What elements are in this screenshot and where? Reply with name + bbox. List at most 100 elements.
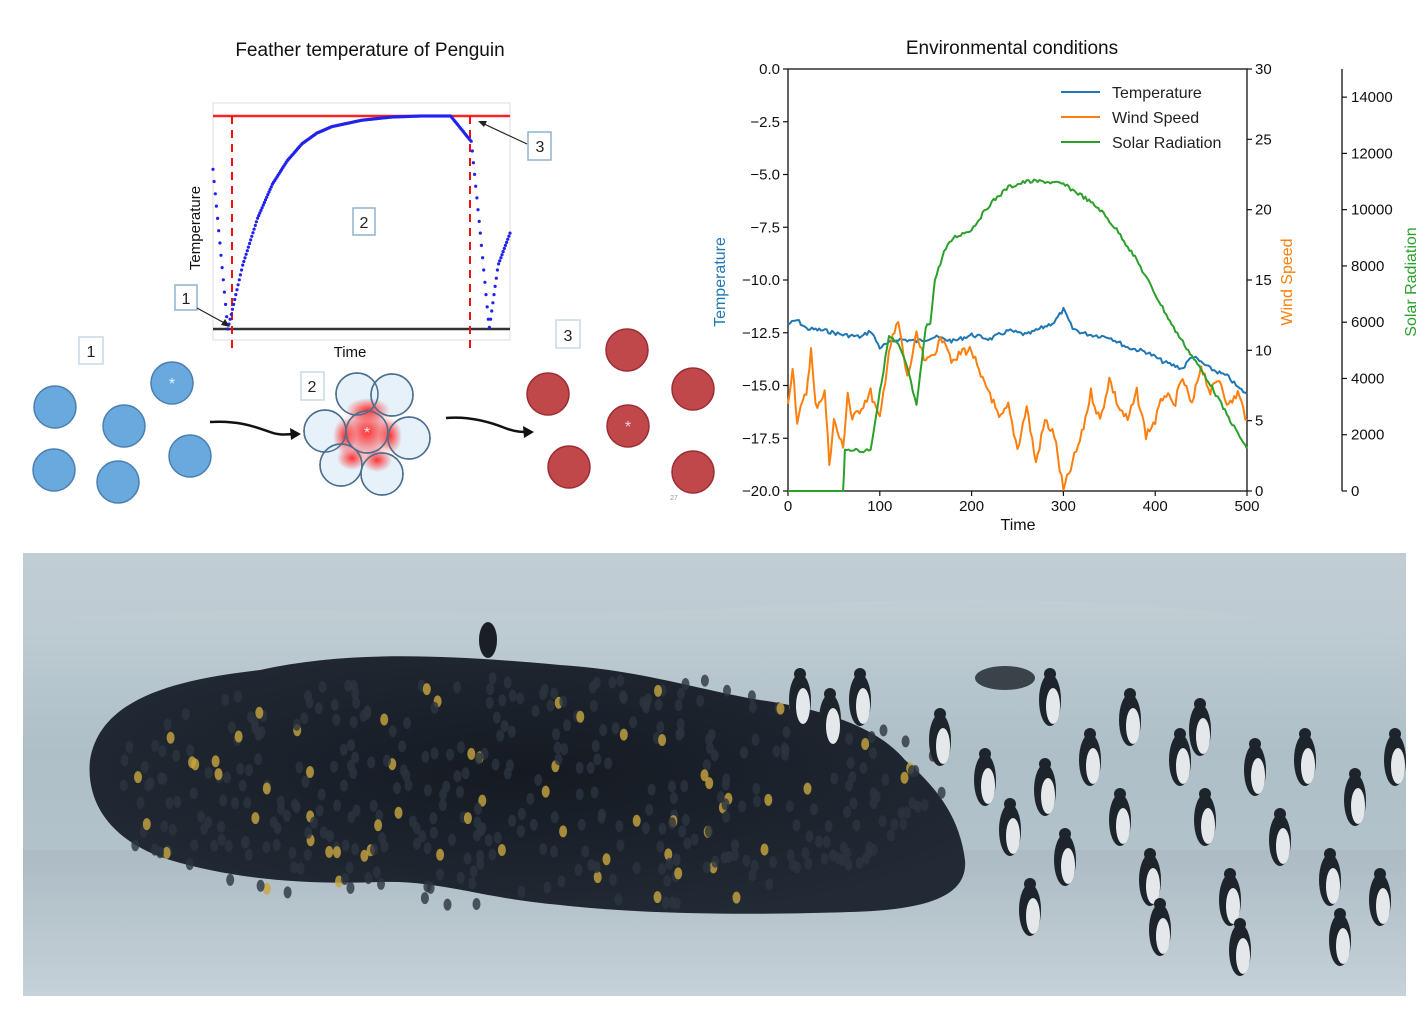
- feather-curve-point: [218, 241, 222, 245]
- huddled-penguin: [543, 881, 552, 894]
- huddled-penguin: [844, 858, 853, 871]
- huddled-penguin: [575, 761, 584, 774]
- huddled-penguin: [769, 856, 777, 869]
- huddled-penguin: [197, 810, 206, 823]
- huddled-penguin: [764, 793, 773, 806]
- huddled-penguin: [516, 825, 525, 838]
- standing-penguin: [1229, 918, 1251, 976]
- huddled-penguin: [586, 761, 595, 774]
- huddled-penguin: [463, 812, 472, 825]
- huddled-penguin: [190, 839, 199, 852]
- feather-curve-point: [263, 198, 268, 202]
- huddled-penguin: [473, 829, 481, 842]
- huddled-penguin: [680, 780, 689, 793]
- phase-2-group: 2: [300, 371, 431, 496]
- huddled-penguin: [500, 720, 509, 733]
- solar-radiation-axis-ticks: 0 2000 4000 6000 8000 10000 12000 14000: [1342, 89, 1393, 500]
- feather-panel: Feather temperature of Penguin Time Temp…: [32, 40, 715, 504]
- standing-penguin: [1294, 728, 1316, 786]
- huddled-penguin: [162, 846, 171, 859]
- huddled-penguin: [845, 732, 854, 745]
- huddled-penguin: [681, 678, 690, 690]
- series-line-wind-speed: [787, 321, 1248, 491]
- huddled-penguin: [632, 814, 641, 827]
- feather-curve-point: [268, 187, 272, 191]
- huddled-penguin: [131, 839, 140, 852]
- huddled-penguin: [290, 861, 298, 874]
- solar-radiation-tick-label: 4000: [1351, 370, 1384, 387]
- huddled-penguin: [658, 863, 666, 876]
- standing-penguin: [849, 668, 871, 726]
- standing-penguin: [1219, 868, 1241, 926]
- huddled-penguin: [472, 898, 481, 910]
- feather-curve-point: [490, 309, 494, 313]
- wind-speed-axis-ticks: 0 5 10 15 20 25 30: [1247, 61, 1272, 500]
- solar-radiation-axis-label: Solar Radiation: [1403, 227, 1420, 336]
- huddled-penguin: [731, 839, 739, 852]
- solar-radiation-tick-label: 6000: [1351, 314, 1384, 331]
- huddled-penguin: [822, 835, 831, 848]
- huddled-penguin: [589, 699, 598, 712]
- huddled-penguin: [878, 815, 887, 828]
- huddled-penguin: [785, 800, 794, 813]
- huddled-penguin: [403, 717, 412, 729]
- feather-curve-point: [478, 231, 482, 235]
- standing-penguin: [1369, 868, 1391, 926]
- huddled-penguin: [333, 846, 341, 859]
- huddled-penguin: [223, 771, 231, 784]
- huddled-penguin: [226, 873, 235, 886]
- feather-curve-point: [214, 204, 218, 208]
- feather-curve-point: [249, 238, 253, 242]
- feather-curve-point: [217, 229, 221, 233]
- huddled-penguin: [846, 757, 855, 769]
- huddled-penguin: [503, 767, 512, 780]
- cold-penguin: [96, 460, 140, 504]
- feather-curve-point: [507, 234, 511, 238]
- temperature-tick-label: −12.5: [742, 325, 780, 342]
- standing-penguin: [1384, 728, 1406, 786]
- standing-penguin: [1039, 668, 1061, 726]
- huddled-penguin: [251, 721, 260, 734]
- standing-penguin: [1054, 828, 1076, 886]
- huddled-penguin: [786, 849, 795, 862]
- huddled-penguin: [738, 800, 746, 813]
- time-tick-label: 300: [1051, 498, 1076, 515]
- huddled-penguin: [672, 853, 681, 866]
- huddled-penguin: [393, 782, 401, 795]
- huddled-penguin: [593, 753, 602, 766]
- standing-penguin: [999, 798, 1021, 856]
- feather-curve-point: [506, 237, 510, 241]
- huddled-penguin: [881, 773, 890, 786]
- legend-label-wind-speed: Wind Speed: [1112, 110, 1199, 127]
- standing-penguin: [819, 688, 841, 746]
- huddled-penguin: [245, 764, 253, 777]
- huddled-penguin: [330, 760, 338, 773]
- huddled-penguin: [843, 805, 851, 818]
- standing-penguin: [1194, 788, 1216, 846]
- huddled-penguin: [288, 847, 297, 859]
- feather-curve-point: [499, 256, 503, 260]
- huddled-penguin: [142, 818, 151, 831]
- warm-penguin: [671, 367, 715, 411]
- standing-penguin: [929, 708, 951, 766]
- huddled-penguin: [488, 848, 497, 861]
- feather-curve-point: [236, 283, 240, 287]
- huddled-penguin: [852, 819, 861, 832]
- phase-2-label-box: [300, 371, 325, 401]
- feather-curve-point: [491, 301, 495, 305]
- cold-penguin: [32, 448, 76, 492]
- huddled-penguin: [474, 752, 483, 765]
- standing-penguin: [974, 748, 996, 806]
- feather-curve-point: [473, 172, 477, 176]
- huddled-penguin: [369, 799, 378, 812]
- huddled-penguin: [120, 754, 129, 767]
- huddled-penguin: [531, 704, 540, 717]
- huddled-penguin: [920, 799, 929, 812]
- huddled-penguin: [340, 873, 349, 885]
- huddled-penguin: [901, 735, 910, 748]
- env-plot-frame: [787, 68, 1248, 492]
- huddled-penguin: [516, 692, 525, 705]
- standing-penguin: [1329, 908, 1351, 966]
- huddled-penguin: [339, 743, 348, 756]
- huddled-penguin: [707, 728, 716, 741]
